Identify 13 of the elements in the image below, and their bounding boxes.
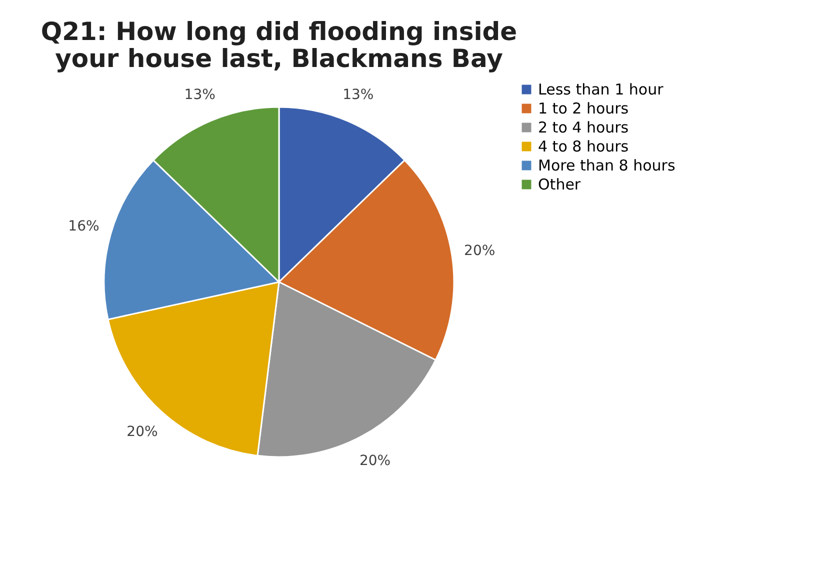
legend-label: More than 8 hours xyxy=(538,156,676,174)
legend-label: Other xyxy=(538,176,582,194)
legend-label: 1 to 2 hours xyxy=(538,100,629,118)
data-label: 20% xyxy=(359,452,391,469)
data-label: 13% xyxy=(184,87,216,104)
legend-label: 4 to 8 hours xyxy=(538,138,629,156)
data-label: 13% xyxy=(342,87,374,104)
legend-label: 2 to 4 hours xyxy=(538,118,629,136)
data-label: 20% xyxy=(126,424,158,440)
data-label: 16% xyxy=(68,218,100,234)
chart-title: Q21: How long did flooding inside your house last, Blackmans Bay xyxy=(40,17,518,73)
legend-label: Less than 1 hour xyxy=(538,80,664,98)
data-label: 20% xyxy=(464,242,496,259)
